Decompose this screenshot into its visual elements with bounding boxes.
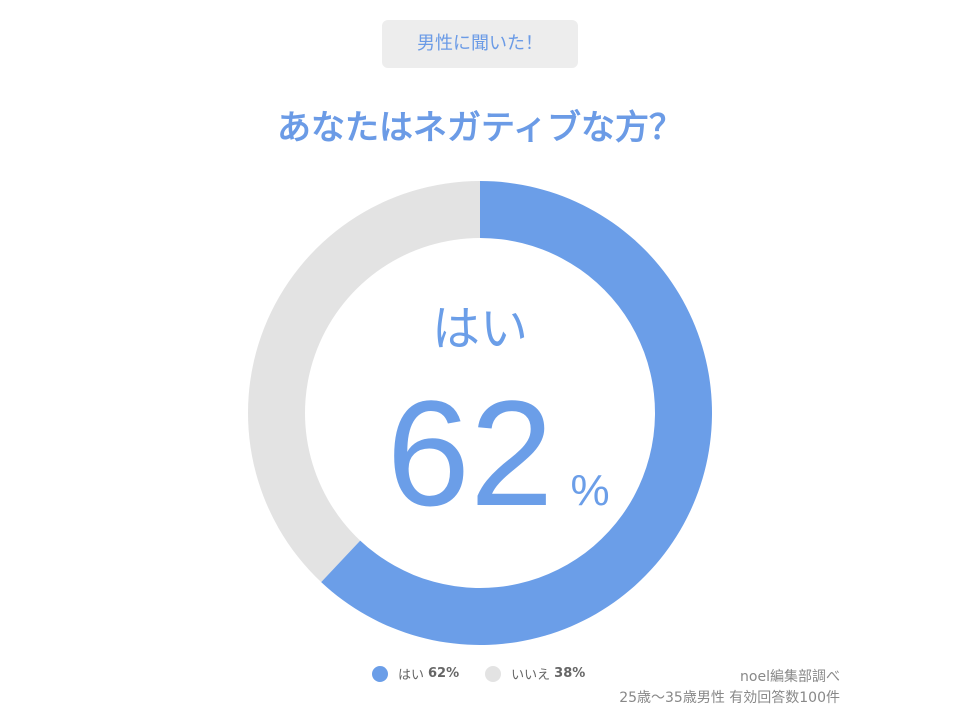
legend: はい 62% いいえ 38% — [372, 664, 611, 683]
center-value: 62 — [387, 369, 554, 537]
center-unit: % — [570, 466, 609, 515]
legend-dot-yes — [372, 665, 388, 682]
legend-label: いいえ — [511, 668, 551, 683]
page-title: あなたはネガティブな方？ — [277, 108, 683, 148]
source-line-1: noel編集部調べ — [740, 669, 840, 685]
legend-item-no: いいえ 38% — [485, 664, 585, 683]
legend-dot-no — [485, 665, 502, 682]
donut-slice-yes — [321, 181, 712, 645]
legend-item-yes: はい 62% — [372, 664, 459, 683]
legend-value: 38% — [554, 666, 586, 681]
header-badge: 男性に聞いた！ — [382, 20, 578, 68]
source-line-2: 25歳〜35歳男性 有効回答数100件 — [619, 690, 840, 706]
legend-label: はい — [398, 668, 425, 683]
legend-value: 62% — [428, 666, 460, 681]
donut-slice-no — [248, 180, 480, 583]
center-label: はい — [432, 301, 528, 357]
source-note: noel編集部調べ 25歳〜35歳男性 有効回答数100件 — [619, 667, 840, 709]
